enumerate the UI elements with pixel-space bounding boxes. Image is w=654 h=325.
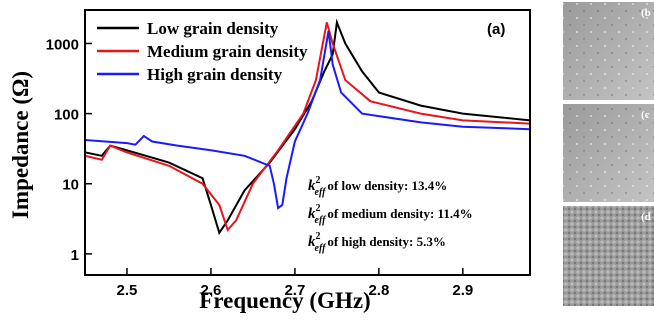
- x-tick-label: 2.6: [201, 282, 222, 299]
- panel-label: (c: [641, 109, 650, 121]
- annotation-part: eff: [315, 243, 328, 254]
- annotation-part: of low density: 13.4%: [327, 178, 447, 193]
- annotation-part: 2: [316, 203, 321, 214]
- annotation-part: eff: [315, 215, 328, 226]
- legend-label: Low grain density: [147, 19, 279, 38]
- figure: (b (c (d Frequency (GHz) Impedance (Ω) (…: [0, 0, 654, 325]
- y-tick-label: 1000: [46, 36, 79, 53]
- legend-label: Medium grain density: [147, 42, 308, 61]
- x-tick-label: 2.7: [284, 282, 305, 299]
- x-tick-label: 2.8: [368, 282, 389, 299]
- annotation-part: eff: [315, 187, 328, 198]
- annotation-part: 2: [316, 231, 321, 242]
- side-images: (b (c (d: [563, 2, 654, 306]
- panel-label: (b: [641, 7, 651, 19]
- panel-label: (a): [487, 21, 505, 38]
- y-tick-label: 1: [71, 247, 79, 264]
- legend-label: High grain density: [147, 65, 283, 84]
- annotation-part: of high density: 5.3%: [327, 234, 445, 249]
- panel-label: (d: [641, 211, 651, 223]
- annotation-part: of medium density: 11.4%: [327, 206, 472, 221]
- annotation-part: 2: [316, 175, 321, 186]
- y-tick-label: 100: [54, 107, 79, 124]
- x-tick-label: 2.5: [117, 282, 138, 299]
- x-tick-label: 2.9: [452, 282, 473, 299]
- y-axis-label: Impedance (Ω): [8, 71, 33, 219]
- y-tick-label: 10: [62, 177, 79, 194]
